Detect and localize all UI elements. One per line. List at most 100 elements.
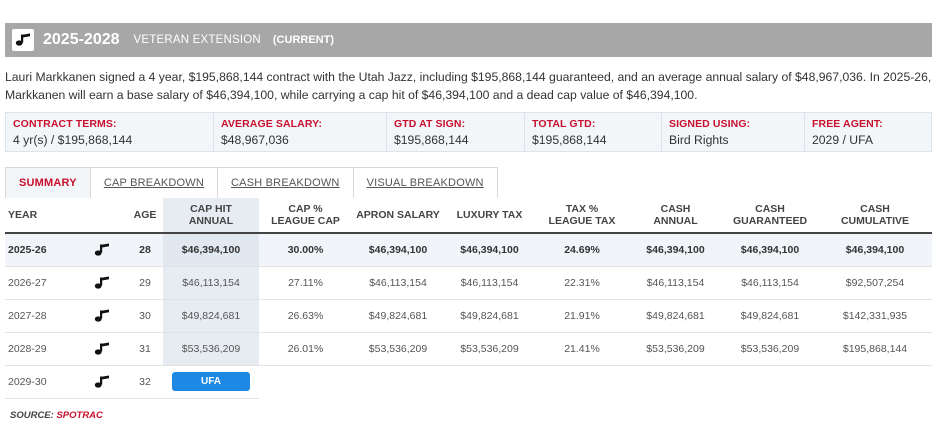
term-label: TOTAL GTD: [532,118,596,130]
col-team [77,198,127,234]
cell-year: 2027-28 [5,299,77,333]
jazz-note-icon [12,29,34,51]
cell-tax-pct: 21.41% [535,332,629,366]
term-free-agent: FREE AGENT: 2029 / UFA [805,113,931,151]
col-apron-salary[interactable]: APRON SALARY [352,198,444,234]
jazz-note-icon [94,276,109,289]
cell-cap-hit: UFA [163,365,259,399]
term-value: 2029 / UFA [812,133,873,147]
cell-luxury-tax: $46,394,100 [444,233,535,267]
table-row: 2025-26 28 $46,394,100 30.00% $46,394,10… [5,233,932,267]
cell-cash-annual: $46,113,154 [629,266,722,300]
col-luxury-tax[interactable]: LUXURY TAX [444,198,535,234]
cell-year: 2029-30 [5,365,77,399]
tab-summary[interactable]: SUMMARY [6,168,91,198]
term-value: Bird Rights [669,133,729,147]
contract-header: 2025-2028 VETERAN EXTENSION (CURRENT) [5,23,932,57]
table-row: 2029-30 32 UFA [5,365,932,399]
team-logo-cell [77,266,127,300]
term-contract-terms: CONTRACT TERMS: 4 yr(s) / $195,868,144 [6,113,214,151]
col-age[interactable]: AGE [127,198,163,234]
tab-cash-breakdown[interactable]: CASH BREAKDOWN [218,168,354,198]
cell-luxury-tax: $46,113,154 [444,266,535,300]
cell-cash-guaranteed: $53,536,209 [722,332,818,366]
tab-visual-breakdown[interactable]: VISUAL BREAKDOWN [366,177,484,189]
cell-tax-pct: 24.69% [535,233,629,267]
contract-summary: Lauri Markkanen signed a 4 year, $195,86… [5,70,932,102]
cell-age: 28 [127,233,163,267]
cell-cash-guaranteed: $49,824,681 [722,299,818,333]
cell-age: 30 [127,299,163,333]
col-cash-annual[interactable]: CASH ANNUAL [629,198,722,234]
table-row: 2028-29 31 $53,536,209 26.01% $53,536,20… [5,332,932,366]
jazz-note-icon [94,309,109,322]
breakdown-tabs: SUMMARY CAP BREAKDOWN CASH BREAKDOWN VIS… [5,167,498,198]
contract-table: YEAR AGE CAP HIT ANNUAL CAP % LEAGUE CAP A… [5,198,932,399]
contract-years: 2025-2028 [43,31,120,48]
team-logo-cell [77,332,127,366]
cell-cash-annual: $46,394,100 [629,233,722,267]
cell-year: 2028-29 [5,332,77,366]
cell-year: 2026-27 [5,266,77,300]
term-value: $195,868,144 [532,133,607,147]
cell-apron-salary: $53,536,209 [352,332,444,366]
term-value: $48,967,036 [221,133,289,147]
source-link[interactable]: SPOTRAC [56,410,103,421]
term-label: GTD AT SIGN: [394,118,466,130]
cell-cash-guaranteed: $46,394,100 [722,233,818,267]
jazz-note-icon [94,342,109,355]
table-row: 2027-28 30 $49,824,681 26.63% $49,824,68… [5,299,932,333]
cell-cap-pct: 27.11% [259,266,352,300]
cell-age: 29 [127,266,163,300]
term-gtd-at-sign: GTD AT SIGN: $195,868,144 [387,113,525,151]
cell-cap-hit: $46,113,154 [163,266,259,300]
cell-year: 2025-26 [5,233,77,267]
jazz-note-icon [94,375,109,388]
term-label: FREE AGENT: [812,118,883,130]
ufa-badge: UFA [172,372,250,391]
cell-cap-pct: 26.63% [259,299,352,333]
term-label: CONTRACT TERMS: [13,118,117,130]
col-cap-hit[interactable]: CAP HIT ANNUAL [163,198,259,234]
team-logo-cell [77,365,127,399]
cell-cash-guaranteed: $46,113,154 [722,266,818,300]
source-credit: SOURCE: SPOTRAC [10,410,103,421]
col-cap-pct[interactable]: CAP % LEAGUE CAP [259,198,352,234]
jazz-note-icon [94,243,109,256]
tab-cap-breakdown[interactable]: CAP BREAKDOWN [91,168,219,198]
cell-cap-hit: $49,824,681 [163,299,259,333]
col-tax-pct[interactable]: TAX % LEAGUE TAX [535,198,629,234]
col-cash-cumulative[interactable]: CASH CUMULATIVE [818,198,932,234]
cell-cash-cumulative: $195,868,144 [818,332,932,366]
cell-cap-hit: $46,394,100 [163,233,259,267]
cell-cash-cumulative: $92,507,254 [818,266,932,300]
term-total-gtd: TOTAL GTD: $195,868,144 [525,113,662,151]
cell-age: 32 [127,365,163,399]
term-label: SIGNED USING: [669,118,751,130]
cell-empty [259,365,932,398]
team-logo-cell [77,299,127,333]
cell-cash-annual: $53,536,209 [629,332,722,366]
cell-luxury-tax: $53,536,209 [444,332,535,366]
term-value: 4 yr(s) / $195,868,144 [13,133,133,147]
contract-terms-bar: CONTRACT TERMS: 4 yr(s) / $195,868,144 A… [5,112,932,152]
cell-cash-annual: $49,824,681 [629,299,722,333]
contract-status: (CURRENT) [272,34,334,46]
col-year[interactable]: YEAR [5,198,77,234]
cell-tax-pct: 22.31% [535,266,629,300]
cell-cash-cumulative: $142,331,935 [818,299,932,333]
table-row: 2026-27 29 $46,113,154 27.11% $46,113,15… [5,266,932,300]
cell-luxury-tax: $49,824,681 [444,299,535,333]
term-signed-using: SIGNED USING: Bird Rights [662,113,805,151]
cell-cap-hit: $53,536,209 [163,332,259,366]
col-cash-guaranteed[interactable]: CASH GUARANTEED [722,198,818,234]
cell-cash-cumulative: $46,394,100 [818,233,932,267]
cell-apron-salary: $46,394,100 [352,233,444,267]
cell-cap-pct: 26.01% [259,332,352,366]
cell-cap-pct: 30.00% [259,233,352,267]
term-value: $195,868,144 [394,133,469,147]
term-average-salary: AVERAGE SALARY: $48,967,036 [214,113,387,151]
cell-apron-salary: $46,113,154 [352,266,444,300]
team-logo-cell [77,233,127,267]
source-label: SOURCE: [10,410,54,421]
